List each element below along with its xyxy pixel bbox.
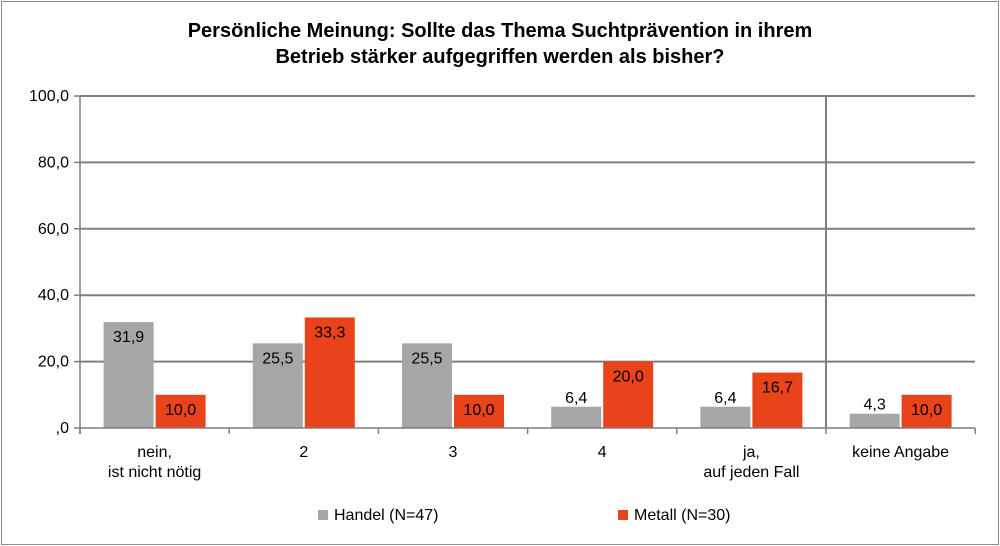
data-label: 6,4 (565, 390, 587, 407)
data-labels: 31,9 10,0 25,5 33,3 25,5 10,0 6,4 20,0 6,4 16,7 4,… (113, 324, 942, 418)
data-label: 10,0 (165, 402, 196, 419)
bar-handel (402, 343, 452, 428)
bar-handel (103, 322, 154, 428)
y-tick-label: 20,0 (38, 354, 69, 371)
category-label: keine Angabe (852, 444, 949, 461)
category-label: 4 (598, 444, 607, 461)
bar-metall (901, 394, 952, 428)
data-label: 6,4 (714, 390, 736, 407)
legend-swatch (318, 510, 328, 520)
data-label: 31,9 (113, 329, 144, 346)
bar-handel (551, 406, 602, 428)
category-label: 3 (449, 444, 458, 461)
bars (103, 317, 952, 428)
data-label: 20,0 (613, 369, 644, 386)
bar-handel (700, 406, 751, 428)
chart-title-line-2: Betrieb stärker aufgegriffen werden als … (275, 46, 725, 68)
category-label: 2 (299, 444, 308, 461)
bar-metall (454, 394, 504, 428)
chart-title: Persönliche Meinung: Sollte das Thema Su… (0, 18, 1000, 70)
data-label: 10,0 (911, 402, 942, 419)
y-tick-label: 100,0 (29, 88, 69, 105)
x-axis-categories: nein, ist nicht nötig 2 3 4 ja, auf jeden Fall… (108, 444, 949, 481)
category-label: auf jeden Fall (703, 464, 799, 481)
bar-metall (752, 372, 803, 428)
data-label: 10,0 (463, 402, 494, 419)
legend-label: Handel (N=47) (334, 507, 439, 524)
y-tick-label: 80,0 (38, 154, 69, 171)
data-label: 25,5 (411, 350, 442, 367)
bar-metall (155, 394, 206, 428)
y-tick-label: 40,0 (38, 287, 69, 304)
bar-handel (849, 413, 900, 428)
y-axis-ticks: ,0 20,0 40,0 60,0 80,0 100,0 (29, 88, 80, 437)
bar-metall (304, 317, 355, 428)
gridlines (80, 95, 975, 363)
bar-metall (603, 361, 654, 428)
y-tick-label: ,0 (56, 420, 69, 437)
bar-handel (252, 343, 303, 428)
data-label: 25,5 (262, 350, 293, 367)
legend-label: Metall (N=30) (634, 507, 730, 524)
legend: Handel (N=47) Metall (N=30) (318, 507, 730, 524)
category-label: nein, (137, 444, 172, 461)
data-label: 16,7 (762, 380, 793, 397)
category-label: ja, (742, 444, 760, 461)
legend-swatch (618, 510, 628, 520)
category-label: ist nicht nötig (108, 464, 201, 481)
data-label: 33,3 (314, 324, 345, 341)
axes (79, 96, 976, 434)
chart-title-line-1: Persönliche Meinung: Sollte das Thema Su… (187, 20, 813, 42)
y-tick-label: 60,0 (38, 221, 69, 238)
data-label: 4,3 (863, 397, 885, 414)
